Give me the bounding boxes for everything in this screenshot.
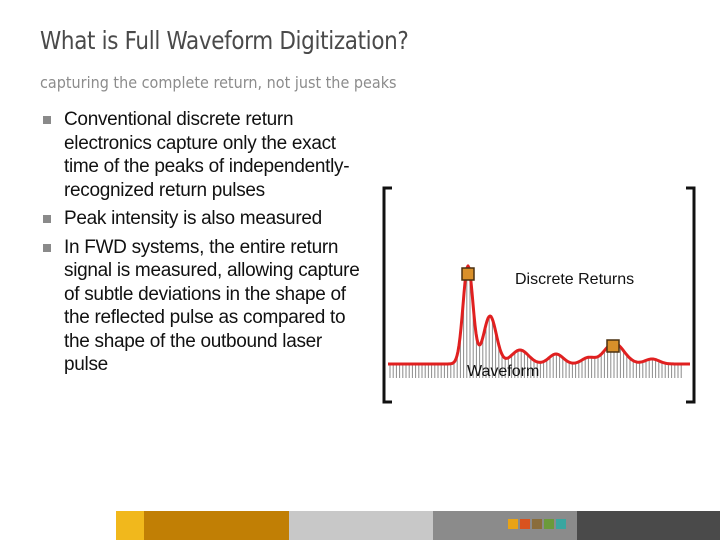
footer-segment: [144, 511, 289, 540]
footer-bar: [0, 511, 720, 540]
bullet-text: In FWD systems, the entire return signal…: [64, 236, 360, 376]
footer-segment: [289, 511, 433, 540]
logo-square-icon: [556, 519, 566, 529]
bullet-item: Peak intensity is also measured: [40, 207, 370, 231]
bullet-text: Conventional discrete return electronics…: [64, 109, 350, 201]
logo-square-icon: [532, 519, 542, 529]
waveform-line: [387, 264, 691, 366]
logo-square-icon: [508, 519, 518, 529]
square-bullet-icon: [43, 243, 51, 252]
slide-subtitle: capturing the complete return, not just …: [40, 73, 397, 92]
bullet-list: Conventional discrete return electronics…: [40, 108, 370, 382]
left-bracket: [382, 186, 392, 404]
right-bracket: [686, 186, 696, 404]
footer-segment: [577, 511, 720, 540]
square-bullet-icon: [43, 116, 51, 124]
slide-title: What is Full Waveform Digitization?: [40, 26, 409, 55]
square-bullet-icon: [43, 215, 51, 223]
footer-segment: [116, 511, 144, 540]
bullet-item: In FWD systems, the entire return signal…: [40, 236, 370, 377]
discrete-return-marker: [606, 339, 620, 353]
waveform-label: Waveform: [467, 363, 539, 380]
logo-square-icon: [520, 519, 530, 529]
bullet-item: Conventional discrete return electronics…: [40, 108, 370, 202]
bullet-text: Peak intensity is also measured: [64, 208, 322, 229]
logo-square-icon: [544, 519, 554, 529]
discrete-returns-label: Discrete Returns: [515, 271, 634, 288]
discrete-return-marker: [461, 267, 475, 281]
waveform-samples: [389, 268, 682, 378]
